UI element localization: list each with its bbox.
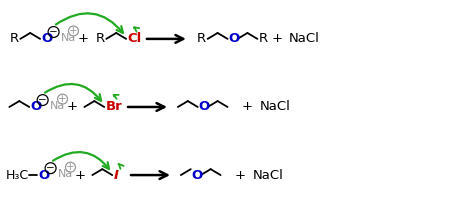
Text: R: R (9, 32, 18, 45)
Text: −: − (38, 95, 47, 105)
Text: O: O (192, 169, 203, 182)
Text: +: + (272, 32, 283, 45)
Text: +: + (66, 162, 75, 172)
Text: NaCl: NaCl (259, 100, 290, 114)
Text: R: R (197, 32, 206, 45)
Text: NaCl: NaCl (253, 169, 283, 182)
Text: I: I (113, 169, 118, 182)
Text: +: + (235, 169, 246, 182)
Text: Br: Br (105, 100, 122, 114)
Text: Cl: Cl (127, 32, 141, 45)
Text: H₃C: H₃C (5, 169, 28, 182)
Text: O: O (38, 169, 49, 182)
Text: R: R (95, 32, 104, 45)
Text: +: + (67, 100, 78, 114)
Text: +: + (78, 32, 89, 45)
Text: O: O (30, 100, 41, 114)
Text: +: + (75, 169, 86, 182)
Text: NaCl: NaCl (289, 32, 320, 45)
Text: O: O (228, 32, 240, 45)
Text: Na: Na (61, 33, 76, 43)
Text: +: + (69, 26, 78, 36)
Text: Na: Na (50, 101, 65, 111)
Text: +: + (242, 100, 253, 114)
Text: −: − (49, 27, 58, 37)
Text: Na: Na (57, 169, 73, 179)
Text: +: + (58, 94, 67, 104)
Text: O: O (199, 100, 210, 114)
Text: R: R (258, 32, 267, 45)
Text: O: O (41, 32, 53, 45)
Text: −: − (46, 163, 55, 173)
